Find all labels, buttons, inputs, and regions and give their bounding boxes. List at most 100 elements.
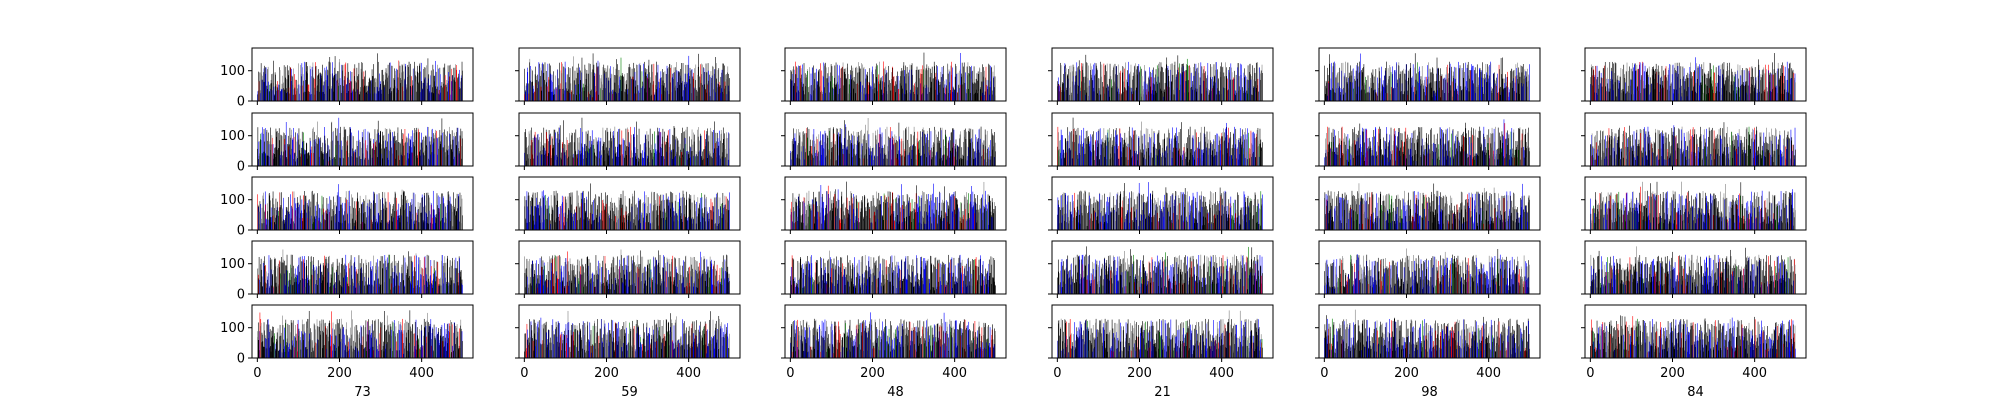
- bar: [714, 69, 716, 101]
- bar: [1504, 87, 1506, 101]
- bar: [565, 82, 567, 101]
- bar: [1332, 66, 1334, 101]
- bar: [648, 65, 649, 101]
- bar: [1734, 71, 1736, 101]
- bar: [809, 93, 811, 101]
- bar: [904, 70, 905, 101]
- bar: [1097, 70, 1098, 101]
- bar: [918, 69, 920, 101]
- bar: [1097, 140, 1098, 166]
- bar: [1629, 78, 1631, 101]
- bar: [287, 135, 289, 166]
- bar: [338, 157, 340, 166]
- bar: [1059, 91, 1061, 101]
- bar: [890, 90, 891, 101]
- bar: [1494, 72, 1495, 101]
- bar: [1115, 141, 1117, 166]
- bar: [282, 75, 283, 101]
- bar: [1745, 67, 1747, 101]
- bar: [974, 150, 976, 166]
- bar: [1767, 91, 1769, 101]
- bar: [452, 151, 453, 166]
- bar: [616, 59, 617, 101]
- bar: [1120, 133, 1122, 166]
- bar: [381, 89, 382, 101]
- bar: [390, 132, 391, 166]
- bar: [712, 132, 713, 166]
- bar: [672, 72, 674, 101]
- bar: [1080, 91, 1081, 101]
- bar: [1134, 130, 1136, 166]
- bar: [955, 66, 957, 101]
- bar: [933, 78, 934, 101]
- bar: [556, 94, 557, 101]
- bar: [1422, 83, 1424, 101]
- bar: [1481, 86, 1483, 101]
- bar: [286, 158, 288, 166]
- bar: [1161, 66, 1163, 101]
- bar: [1121, 157, 1123, 166]
- bar: [607, 131, 609, 166]
- bar: [1730, 93, 1732, 101]
- bar: [795, 141, 796, 166]
- bar: [457, 154, 458, 166]
- bar: [1398, 62, 1400, 101]
- bar: [569, 92, 570, 101]
- bar: [1458, 95, 1460, 101]
- bar: [326, 69, 328, 101]
- bar: [616, 156, 617, 166]
- bar: [790, 151, 792, 166]
- bar: [454, 137, 456, 166]
- bar: [1354, 76, 1356, 101]
- bar: [804, 159, 806, 166]
- bar: [956, 92, 958, 101]
- bar: [456, 132, 457, 166]
- bar: [1346, 82, 1348, 101]
- bar: [642, 81, 644, 101]
- bar: [281, 136, 283, 166]
- bar: [674, 87, 675, 101]
- bar: [1669, 64, 1670, 101]
- bar: [1648, 76, 1649, 101]
- bar: [526, 83, 527, 101]
- bar: [271, 74, 273, 101]
- bar: [1466, 67, 1468, 101]
- bar: [258, 71, 259, 101]
- bar: [705, 141, 707, 166]
- bar: [1058, 83, 1059, 101]
- bar: [870, 89, 872, 101]
- bar: [1219, 94, 1220, 101]
- bar: [886, 72, 887, 101]
- bar: [271, 145, 272, 166]
- bar: [1765, 88, 1767, 101]
- bar: [358, 156, 360, 166]
- bar: [697, 66, 699, 101]
- bar: [313, 94, 315, 101]
- bar: [534, 91, 536, 101]
- bar: [267, 88, 268, 101]
- bar: [558, 78, 559, 101]
- bar: [267, 155, 269, 166]
- bar: [1492, 91, 1494, 101]
- bar: [1385, 68, 1386, 101]
- bar: [565, 68, 566, 101]
- bar: [1720, 64, 1722, 101]
- bar: [581, 143, 582, 166]
- bar: [284, 138, 285, 166]
- bar: [1101, 64, 1103, 101]
- bar: [1223, 76, 1225, 101]
- bar: [375, 145, 376, 166]
- bar: [257, 148, 258, 166]
- bar: [655, 85, 656, 101]
- bar: [317, 121, 318, 166]
- bar: [1419, 70, 1421, 101]
- bar: [1248, 88, 1249, 101]
- bar: [1373, 82, 1375, 101]
- bar: [839, 127, 841, 166]
- bar: [851, 143, 852, 166]
- bar: [882, 147, 884, 166]
- bar: [434, 153, 435, 166]
- bar: [570, 94, 571, 101]
- bar: [877, 155, 879, 166]
- bar: [1488, 78, 1489, 101]
